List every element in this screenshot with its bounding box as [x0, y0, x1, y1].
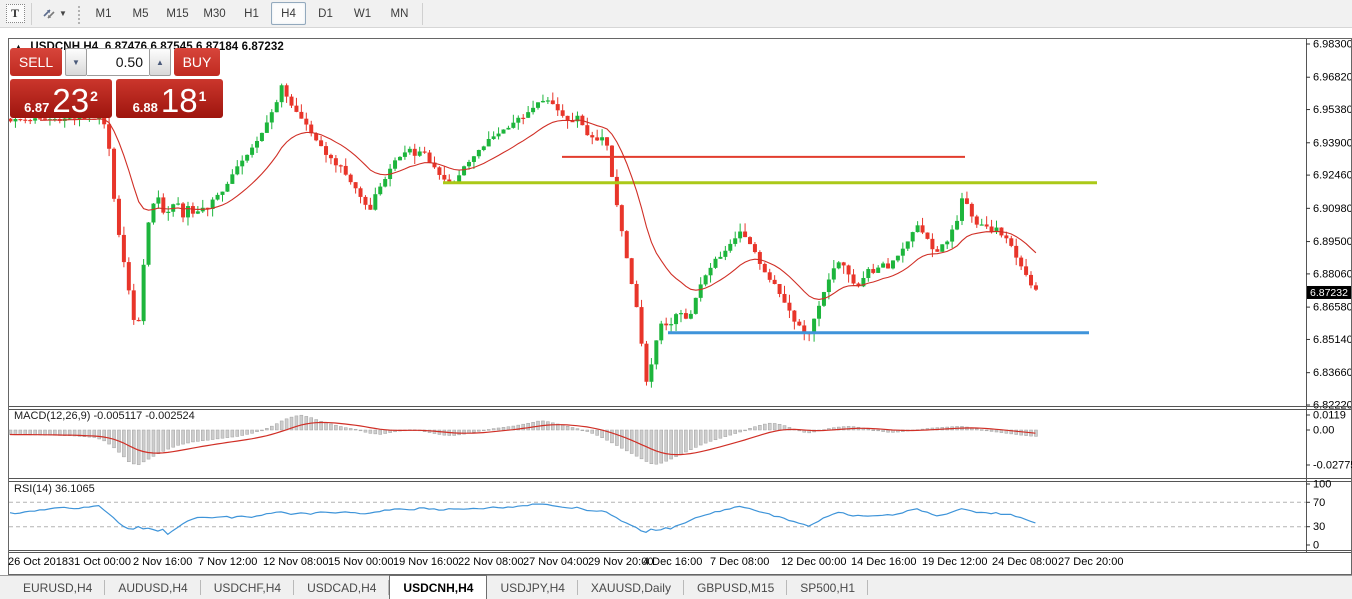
price-axis-label: 6.86580	[1313, 302, 1352, 314]
time-axis-label: 2 Nov 16:00	[133, 556, 192, 568]
chart-tab-bar: EURUSD,H4 AUDUSD,H4 USDCHF,H4 USDCAD,H4 USDC…	[0, 575, 1352, 599]
time-axis-label: 15 Nov 00:00	[328, 556, 393, 568]
macd-pane	[8, 414, 1038, 465]
macd-axis-label: -0.027754	[1313, 459, 1352, 471]
chart-window-border	[8, 38, 1352, 575]
text-tool-icon: T	[5, 4, 25, 23]
price-axis-label: 6.92460	[1313, 170, 1352, 182]
price-axis-label: 6.89500	[1313, 236, 1352, 248]
toolbar-separator	[31, 2, 32, 25]
timeframe-button-m1[interactable]: M1	[95, 7, 112, 20]
chart-tab-usdjpy-h4[interactable]: USDJPY,H4	[487, 576, 579, 599]
time-axis-label: 19 Dec 12:00	[922, 556, 987, 568]
rsi-line	[9, 503, 1036, 536]
rsi-axis-label: 0	[1313, 540, 1319, 552]
time-axis-label: 7 Nov 12:00	[198, 556, 257, 568]
time-axis-label: 19 Nov 16:00	[393, 556, 458, 568]
current-price-text: 6.87232	[1310, 287, 1348, 299]
chart-window: 6.98300 6.96820 6.95380 6.93900 6.92460 6.909…	[8, 38, 1352, 575]
macd-axis-label: 0.00	[1313, 425, 1334, 437]
one-click-trading-panel: SELL ▼ ▲ BUY 6.87 23 2 6.88 18 1	[10, 48, 226, 118]
sell-price-point: 2	[90, 88, 98, 104]
time-axis-label: 24 Dec 08:00	[992, 556, 1057, 568]
timeframe-button-w1[interactable]: W1	[353, 7, 372, 20]
time-axis-label: 12 Dec 00:00	[781, 556, 846, 568]
price-axis-label: 6.96820	[1313, 72, 1352, 84]
arrange-windows-icon	[43, 8, 55, 19]
collapse-triangle-icon: ▲	[14, 42, 24, 52]
chart-tab-xauusd-daily[interactable]: XAUUSD,Daily	[578, 576, 684, 599]
chart-tab-usdcnh-h4[interactable]: USDCNH,H4	[389, 575, 488, 599]
buy-price-point: 1	[198, 88, 207, 104]
chart-tab-audusd-h4[interactable]: AUDUSD,H4	[105, 576, 202, 599]
time-axis-label: 12 Nov 08:00	[263, 556, 328, 568]
chart-tab-usdcad-h4[interactable]: USDCAD,H4	[294, 576, 390, 599]
time-axis-label: 31 Oct 00:00	[68, 556, 131, 568]
chart-tab-gbpusd-m15[interactable]: GBPUSD,M15	[684, 576, 788, 599]
timeframe-group: M1 M5 M15 M30 H1 H4 D1 W1 MN	[85, 2, 418, 25]
timeframe-button-m30[interactable]: M30	[203, 7, 226, 20]
rsi-axis-label: 30	[1313, 521, 1325, 533]
sell-price-prefix: 6.87	[24, 100, 50, 115]
time-axis-label: 14 Dec 16:00	[851, 556, 916, 568]
arrange-windows-button[interactable]: ▼	[37, 3, 71, 25]
timeframe-button-m15[interactable]: M15	[166, 7, 189, 20]
sell-price-display: 6.87 23 2	[10, 79, 112, 118]
rsi-axis-label: 70	[1313, 497, 1325, 509]
macd-signal-line	[9, 421, 1036, 456]
timeframe-button-mn[interactable]: MN	[390, 7, 409, 20]
macd-label: MACD(12,26,9) -0.005117 -0.002524	[14, 410, 195, 422]
top-toolbar: T ▼ M1 M5 M15 M30 H1 H4 D1 W1 MN	[0, 0, 1352, 28]
candles-group	[9, 83, 1038, 388]
chart-tab-eurusd-h4[interactable]: EURUSD,H4	[10, 576, 106, 599]
time-axis-label: 29 Nov 20:00	[588, 556, 653, 568]
time-axis-label: 22 Nov 08:00	[458, 556, 523, 568]
chart-canvas[interactable]: 6.98300 6.96820 6.95380 6.93900 6.92460 6.909…	[8, 38, 1352, 575]
toolbar-grip	[76, 3, 81, 24]
price-axis-label: 6.83660	[1313, 367, 1352, 379]
price-axis-label: 6.90980	[1313, 203, 1352, 215]
price-axis-label: 6.98300	[1313, 39, 1352, 51]
current-price-tag	[1307, 285, 1352, 299]
chart-tab-usdchf-h4[interactable]: USDCHF,H4	[201, 576, 295, 599]
timeframe-button-d1[interactable]: D1	[318, 7, 333, 20]
main-price-pane	[9, 83, 1097, 388]
rsi-label: RSI(14) 36.1065	[14, 483, 95, 495]
time-axis-label: 26 Oct 2018	[8, 556, 68, 568]
chart-tab-sp500-h1[interactable]: SP500,H1	[787, 576, 868, 599]
price-axis-label: 6.95380	[1313, 104, 1352, 116]
ma-line	[40, 118, 1037, 300]
time-axis-label: 27 Dec 20:00	[1058, 556, 1123, 568]
price-axis-label: 6.85140	[1313, 334, 1352, 346]
volume-input[interactable]	[87, 48, 149, 76]
price-axis-label: 6.88060	[1313, 268, 1352, 280]
time-axis-label: 4 Dec 16:00	[643, 556, 702, 568]
rsi-axis-label: 100	[1313, 479, 1331, 491]
rsi-pane	[9, 501, 1306, 536]
time-axis-label: 27 Nov 04:00	[523, 556, 588, 568]
price-axis-label: 6.82220	[1313, 400, 1352, 412]
text-tool-button[interactable]: T	[4, 3, 26, 25]
volume-increase-button[interactable]: ▲	[149, 48, 171, 76]
timeframe-button-h1[interactable]: H1	[244, 7, 259, 20]
timeframe-button-h4[interactable]: H4	[271, 2, 306, 25]
price-axis-label: 6.93900	[1313, 137, 1352, 149]
buy-price-display: 6.88 18 1	[116, 79, 223, 118]
timeframe-button-m5[interactable]: M5	[132, 7, 149, 20]
sell-price-main: 23	[52, 82, 90, 119]
toolbar-separator	[422, 2, 423, 25]
buy-button[interactable]: BUY	[174, 48, 220, 76]
buy-price-prefix: 6.88	[132, 100, 158, 115]
chevron-down-icon: ▼	[59, 9, 67, 18]
volume-decrease-button[interactable]: ▼	[65, 48, 87, 76]
buy-price-main: 18	[160, 82, 198, 119]
sell-button[interactable]: SELL	[10, 48, 62, 76]
macd-axis-label: 0.0119	[1313, 409, 1346, 421]
time-axis-label: 7 Dec 08:00	[710, 556, 769, 568]
